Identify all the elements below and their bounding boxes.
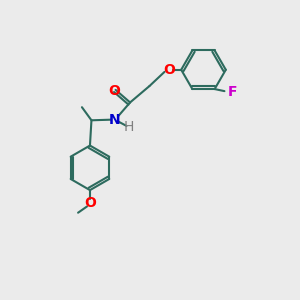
Text: O: O xyxy=(163,63,175,77)
Text: N: N xyxy=(109,113,120,127)
Text: F: F xyxy=(228,85,238,99)
Text: O: O xyxy=(109,84,121,98)
Text: O: O xyxy=(84,196,96,210)
Text: H: H xyxy=(124,120,134,134)
